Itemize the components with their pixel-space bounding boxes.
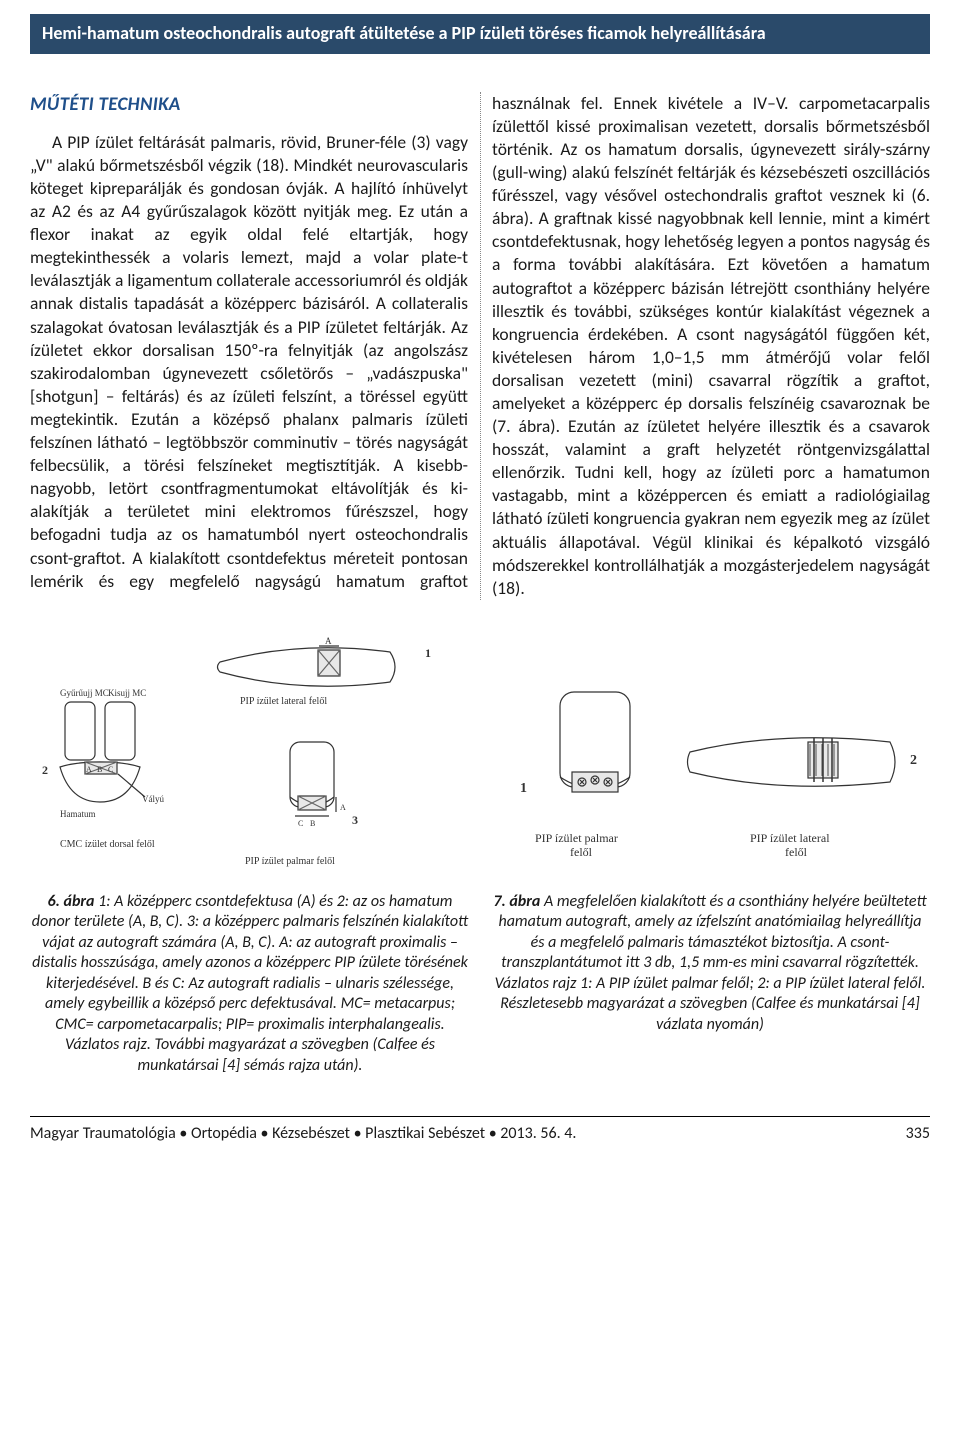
svg-text:A: A bbox=[325, 636, 332, 646]
fig6-valyu: Vályú bbox=[142, 794, 164, 804]
svg-text:C: C bbox=[108, 765, 113, 774]
figure-6-image: Gyűrűujj MC Kisujj MC Hamatum Vályú A B … bbox=[30, 622, 470, 882]
footer-journal: Magyar Traumatológia • Ortopédia • Kézse… bbox=[30, 1123, 576, 1144]
figure-6-caption: 6. ábra 1: A középperc csontdefektusa (A… bbox=[30, 892, 470, 1076]
svg-text:B: B bbox=[310, 819, 315, 828]
fig6-hamatum: Hamatum bbox=[60, 809, 96, 819]
svg-text:A: A bbox=[86, 765, 92, 774]
figure-7-image: 1 PIP ízület palmar felől bbox=[490, 622, 930, 882]
article-title-bar: Hemi-hamatum osteochondralis autograft á… bbox=[30, 14, 930, 54]
fig6-cmc-dorsal: CMC ízület dorsal felől bbox=[60, 839, 155, 850]
fig6-little-mc: Kisujj MC bbox=[108, 688, 146, 698]
fig7-pip-palmar: PIP ízület palmar felől bbox=[535, 831, 621, 859]
figure-7-caption: 7. ábra A megfelelően kialakított és a c… bbox=[490, 892, 930, 1076]
svg-text:2: 2 bbox=[910, 753, 917, 768]
body-columns: MŰTÉTI TECHNIKA A PIP ízület feltárását … bbox=[30, 92, 930, 600]
svg-text:3: 3 bbox=[352, 813, 358, 827]
svg-text:2: 2 bbox=[42, 763, 48, 777]
svg-text:1: 1 bbox=[425, 646, 431, 660]
fig6-ring-mc: Gyűrűujj MC bbox=[60, 688, 109, 698]
figures-row: Gyűrűujj MC Kisujj MC Hamatum Vályú A B … bbox=[30, 622, 930, 882]
caption-6-text: 1: A középperc csontdefektusa (A) és 2: … bbox=[32, 892, 468, 1075]
figure-7: 1 PIP ízület palmar felől bbox=[490, 622, 930, 882]
page-footer: Magyar Traumatológia • Ortopédia • Kézse… bbox=[30, 1116, 930, 1144]
svg-text:B: B bbox=[97, 765, 102, 774]
fig6-pip-palmar: PIP ízület palmar felől bbox=[245, 856, 335, 867]
caption-7-text: A megfelelően kialakított és a csonthián… bbox=[495, 892, 927, 1034]
body-paragraph: A PIP ízület feltárását palmaris, rövid,… bbox=[30, 92, 930, 600]
caption-7-title: 7. ábra bbox=[493, 892, 540, 911]
footer-page-number: 335 bbox=[906, 1123, 930, 1144]
svg-text:A: A bbox=[340, 803, 346, 812]
svg-text:1: 1 bbox=[520, 781, 527, 796]
caption-6-title: 6. ábra bbox=[48, 892, 95, 911]
svg-text:C: C bbox=[298, 819, 303, 828]
fig7-pip-lateral: PIP ízület lateral felől bbox=[750, 831, 833, 859]
section-heading: MŰTÉTI TECHNIKA bbox=[30, 92, 468, 117]
caption-row: 6. ábra 1: A középperc csontdefektusa (A… bbox=[30, 892, 930, 1076]
fig6-pip-lateral: PIP ízület lateral felől bbox=[240, 696, 327, 707]
figure-6: Gyűrűujj MC Kisujj MC Hamatum Vályú A B … bbox=[30, 622, 470, 882]
